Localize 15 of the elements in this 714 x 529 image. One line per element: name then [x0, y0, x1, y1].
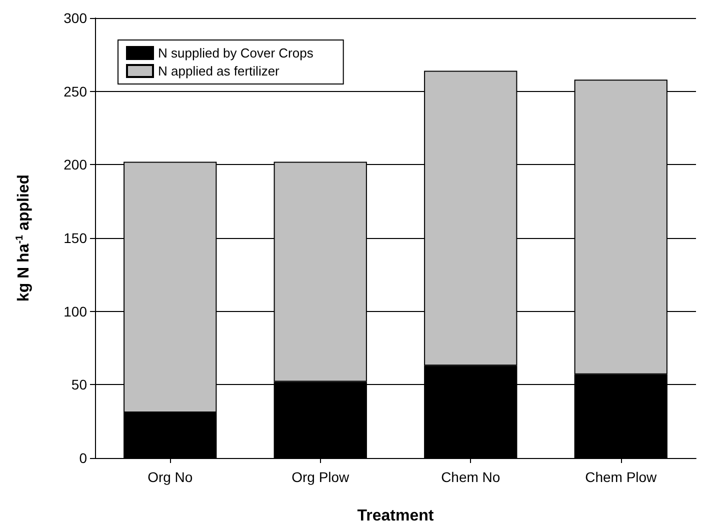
legend-label: N supplied by Cover Crops — [158, 46, 314, 60]
y-tick-label: 50 — [71, 376, 88, 393]
y-tick-label: 100 — [64, 303, 88, 320]
y-tick-label: 250 — [64, 83, 88, 100]
y-tick-label: 0 — [79, 450, 88, 466]
x-axis-title: Treatment — [357, 508, 434, 524]
x-tick-label: Org Plow — [292, 469, 350, 485]
y-axis-title: kg N ha-1 applied — [14, 174, 32, 302]
x-tick-label: Org No — [148, 469, 193, 485]
x-tick-label: Chem No — [441, 469, 500, 485]
y-tick-label: 150 — [64, 230, 88, 246]
y-tick-label: 200 — [64, 156, 88, 173]
y-tick-label: 300 — [64, 10, 88, 26]
legend-label: N applied as fertilizer — [158, 64, 280, 78]
x-tick-label: Chem Plow — [585, 469, 658, 485]
